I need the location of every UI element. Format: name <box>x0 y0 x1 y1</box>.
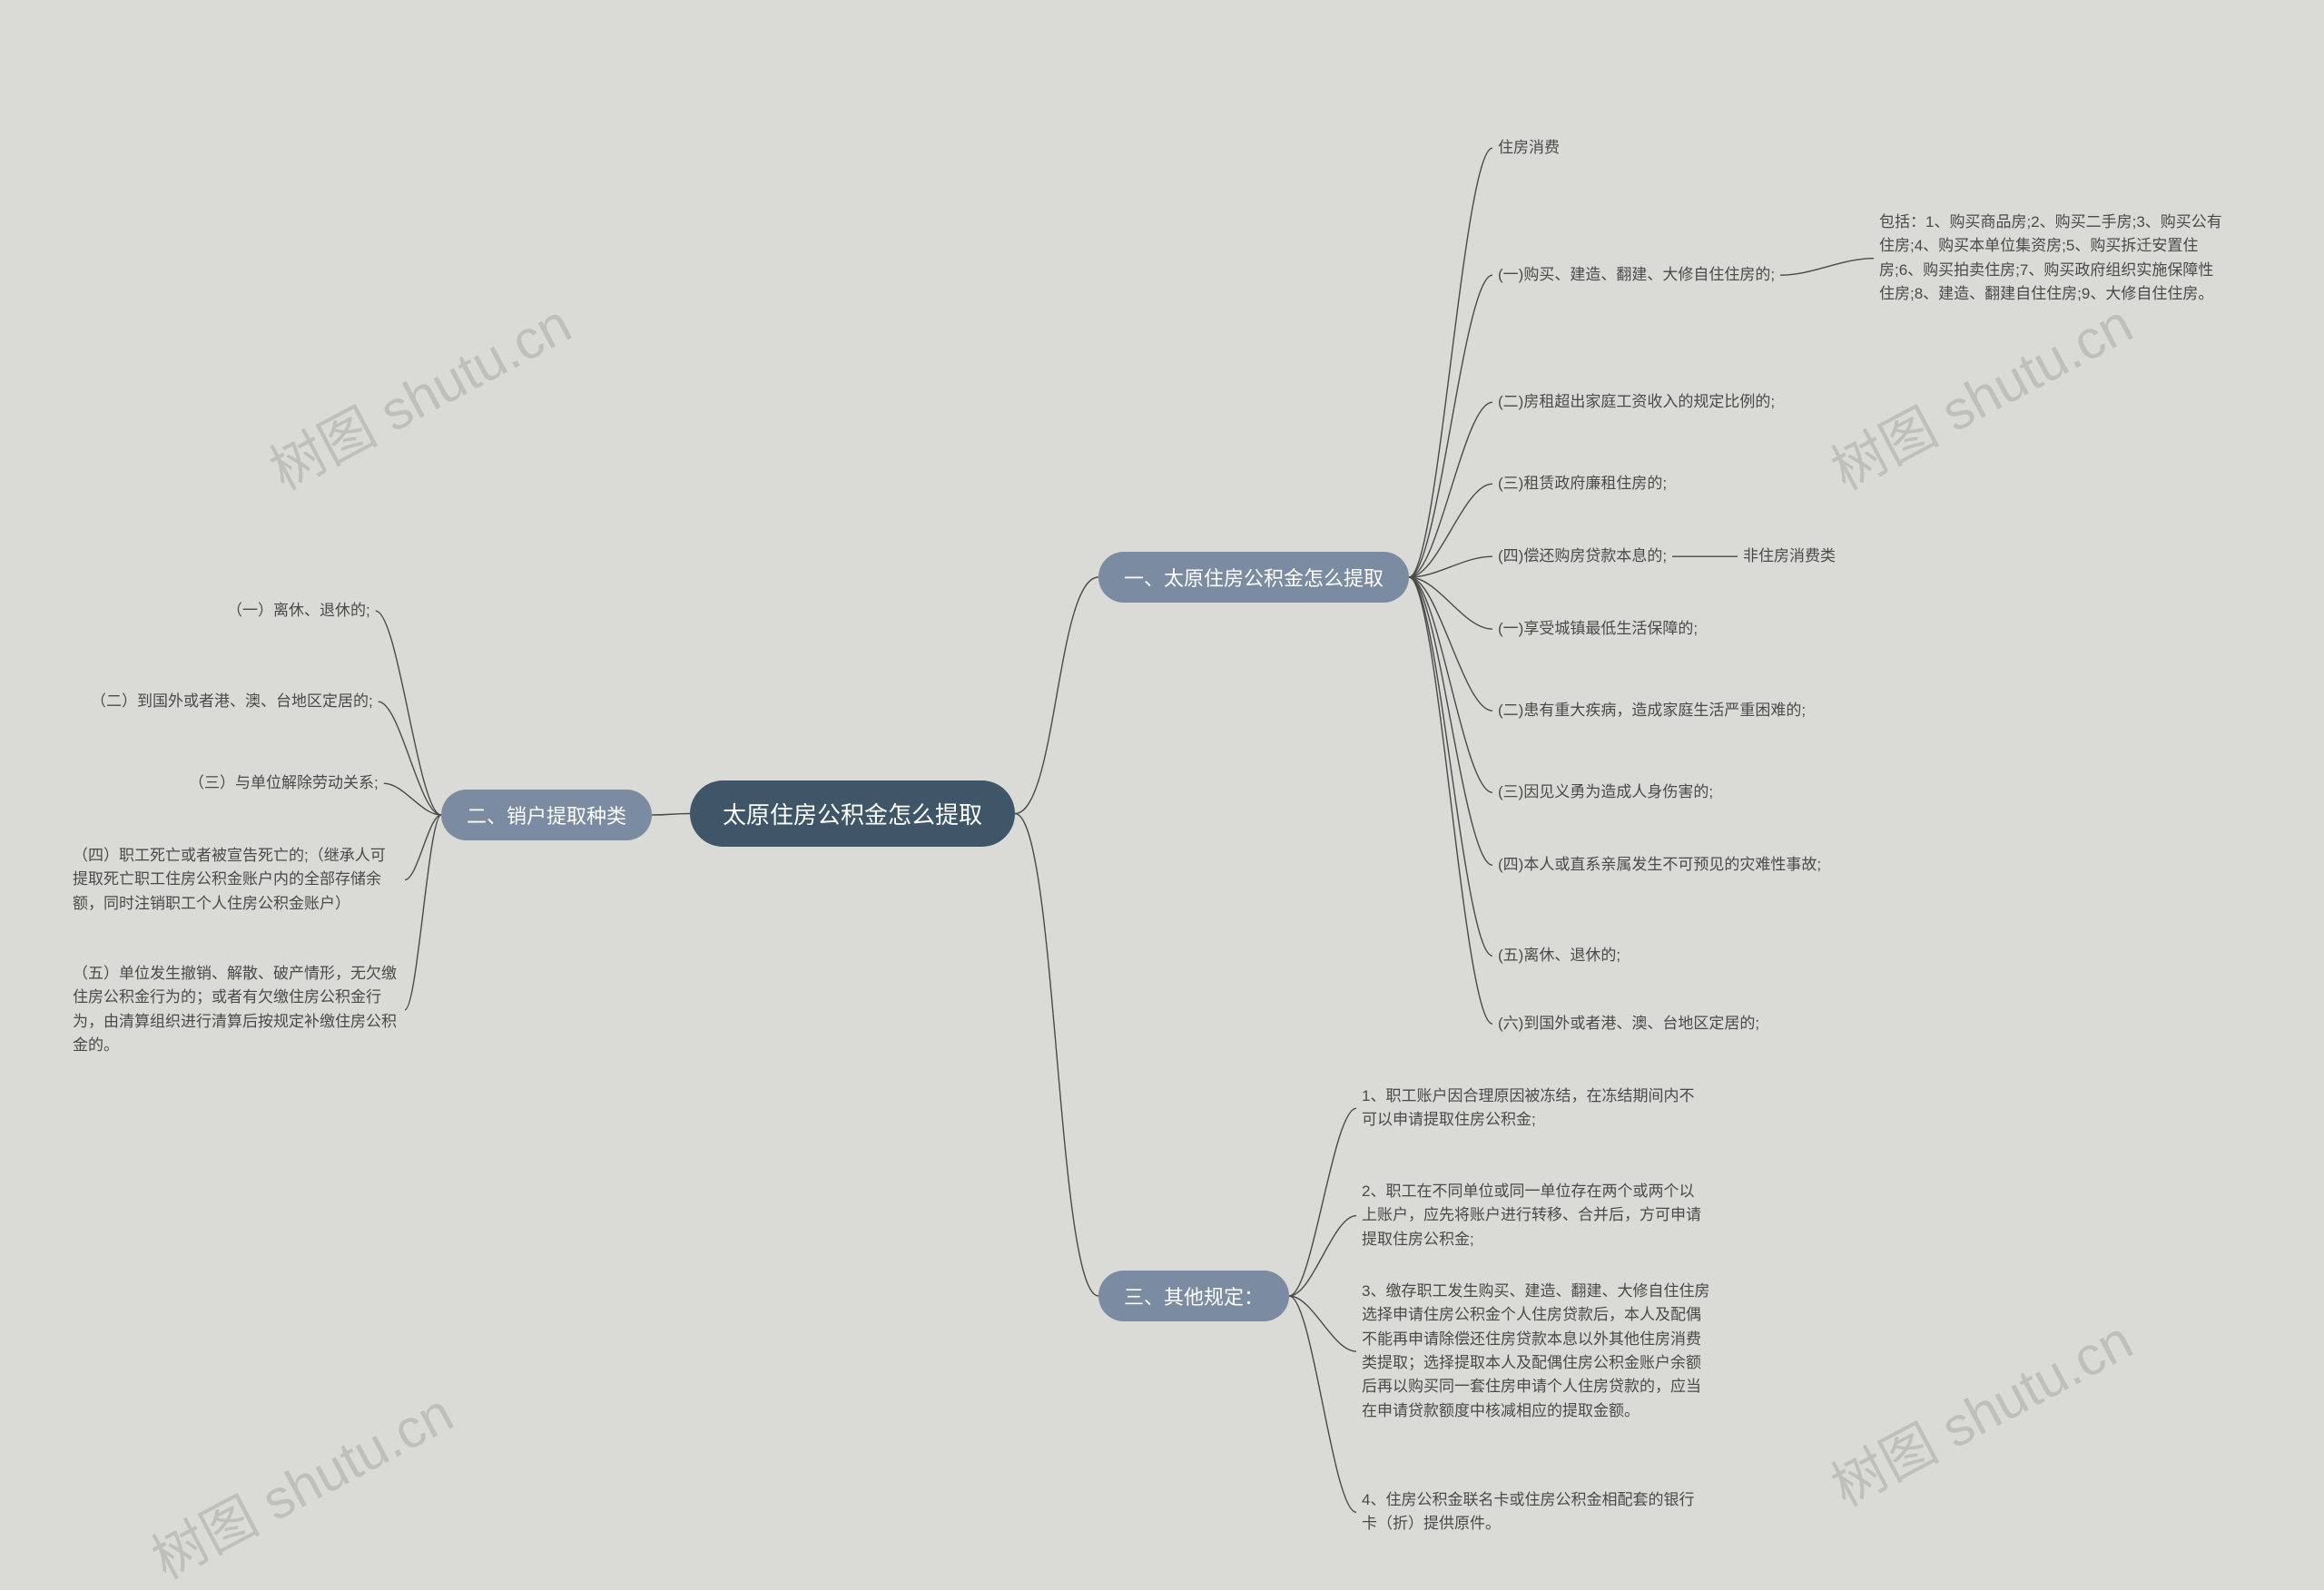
connector <box>1409 484 1492 577</box>
connector <box>379 702 441 815</box>
connector <box>1409 402 1492 577</box>
connector <box>1780 259 1874 275</box>
branch-node-3[interactable]: 三、其他规定： <box>1098 1271 1289 1321</box>
connector <box>1409 577 1492 1024</box>
connector <box>1289 1216 1356 1296</box>
leaf-node: 非住房消费类 <box>1743 545 1836 568</box>
connector <box>376 611 441 815</box>
leaf-node: 4、住房公积金联名卡或住房公积金相配套的银行卡（折）提供原件。 <box>1362 1488 1707 1536</box>
watermark-text: 树图 shutu.cn <box>1816 280 2144 505</box>
leaf-node: (一)享受城镇最低生活保障的; <box>1498 617 1698 641</box>
connector <box>1289 1296 1356 1351</box>
leaf-node: (四)本人或直系亲属发生不可预见的灾难性事故; <box>1498 853 1821 877</box>
leaf-node: （三）与单位解除劳动关系; <box>189 771 379 795</box>
connector <box>405 815 441 880</box>
branch-node-1[interactable]: 一、太原住房公积金怎么提取 <box>1098 552 1409 603</box>
leaf-node: （一）离休、退休的; <box>227 599 370 623</box>
leaf-node: (二)患有重大疾病，造成家庭生活严重困难的; <box>1498 699 1806 722</box>
leaf-node: 包括：1、购买商品房;2、购买二手房;3、购买公有住房;4、购买本单位集资房;5… <box>1879 211 2224 306</box>
connector <box>1409 275 1492 577</box>
connector <box>1409 577 1492 956</box>
connector <box>1289 1108 1356 1296</box>
connector <box>1289 1296 1356 1512</box>
connector <box>1409 556 1492 577</box>
connector <box>1015 577 1098 814</box>
connector <box>405 815 441 1010</box>
connector <box>384 783 441 815</box>
leaf-node: （二）到国外或者港、澳、台地区定居的; <box>91 690 373 713</box>
branch-node-2[interactable]: 二、销户提取种类 <box>441 790 652 840</box>
leaf-node: 住房消费 <box>1498 136 1560 160</box>
leaf-node: 1、职工账户因合理原因被冻结，在冻结期间内不可以申请提取住房公积金; <box>1362 1085 1707 1133</box>
connector <box>1409 577 1492 711</box>
leaf-node: （四）职工死亡或者被宣告死亡的;（继承人可提取死亡职工住房公积金账户内的全部存储… <box>73 844 399 916</box>
leaf-node: 3、缴存职工发生购买、建造、翻建、大修自住住房选择申请住房公积金个人住房贷款后，… <box>1362 1280 1716 1423</box>
leaf-node: (三)租赁政府廉租住房的; <box>1498 472 1667 496</box>
leaf-node: (一)购买、建造、翻建、大修自住住房的; <box>1498 263 1775 287</box>
watermark-text: 树图 shutu.cn <box>136 1369 465 1590</box>
leaf-node: (四)偿还购房贷款本息的; <box>1498 545 1667 568</box>
leaf-node: (二)房租超出家庭工资收入的规定比例的; <box>1498 390 1775 414</box>
connector <box>652 814 690 816</box>
leaf-node: (五)离休、退休的; <box>1498 944 1620 967</box>
mindmap-root[interactable]: 太原住房公积金怎么提取 <box>690 780 1015 847</box>
connector <box>1015 814 1098 1297</box>
leaf-node: (三)因见义勇为造成人身伤害的; <box>1498 780 1713 804</box>
connector <box>1409 577 1492 792</box>
leaf-node: (六)到国外或者港、澳、台地区定居的; <box>1498 1012 1759 1035</box>
connector <box>1409 148 1492 577</box>
watermark-text: 树图 shutu.cn <box>254 280 583 505</box>
watermark-text: 树图 shutu.cn <box>1816 1297 2144 1521</box>
connector <box>1409 577 1492 629</box>
connector <box>1409 577 1492 865</box>
leaf-node: 2、职工在不同单位或同一单位存在两个或两个以上账户，应先将账户进行转移、合并后，… <box>1362 1180 1707 1251</box>
leaf-node: （五）单位发生撤销、解散、破产情形，无欠缴住房公积金行为的；或者有欠缴住房公积金… <box>73 962 399 1057</box>
